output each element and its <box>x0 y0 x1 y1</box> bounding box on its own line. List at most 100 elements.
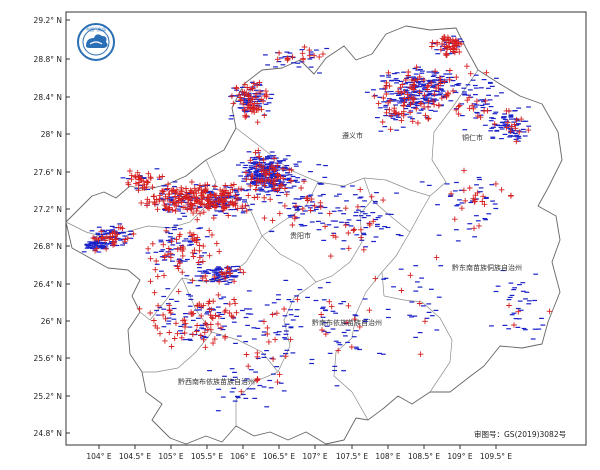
positive-strike-symbol <box>326 210 333 217</box>
positive-strike-symbol <box>190 210 196 216</box>
positive-strike-symbol <box>380 197 386 203</box>
positive-strike-symbol <box>448 191 454 197</box>
positive-strike-symbol <box>243 176 250 182</box>
positive-strike-symbol <box>260 157 267 163</box>
positive-strike-symbol <box>459 205 465 211</box>
positive-strike-symbol <box>171 202 178 208</box>
positive-strike-symbol <box>272 166 278 173</box>
positive-strike-symbol <box>192 200 198 207</box>
positive-strike-symbol <box>270 356 276 362</box>
positive-strike-symbol <box>483 69 490 76</box>
positive-strike-symbol <box>136 306 143 312</box>
positive-strike-symbol <box>299 50 306 57</box>
positive-strike-symbol <box>137 175 144 182</box>
positive-strike-symbol <box>450 45 456 52</box>
positive-strike-symbol <box>351 226 358 233</box>
positive-strike-symbol <box>253 182 260 189</box>
positive-strike-symbol <box>409 77 415 83</box>
positive-strike-symbol <box>355 204 361 210</box>
positive-strike-symbol <box>451 42 458 49</box>
positive-strike-symbol <box>194 216 200 223</box>
positive-strike-symbol <box>472 192 479 198</box>
positive-strike-symbol <box>164 185 171 192</box>
positive-strike-symbol <box>157 330 163 337</box>
positive-strike-symbol <box>335 347 341 354</box>
positive-strike-symbol <box>125 181 132 188</box>
positive-strike-symbol <box>441 34 447 40</box>
positive-strike-symbol <box>424 86 430 93</box>
positive-strike-symbol <box>222 182 229 189</box>
positive-strike-symbol <box>193 328 200 335</box>
positive-strike-symbol <box>410 96 417 103</box>
positive-strike-symbol <box>144 202 150 209</box>
positive-strike-symbol <box>210 315 216 322</box>
positive-strike-symbol <box>176 233 183 240</box>
positive-strike-symbol <box>202 189 208 195</box>
positive-strike-symbol <box>177 260 183 266</box>
positive-strike-symbol <box>320 51 326 57</box>
positive-strike-symbol <box>439 95 445 101</box>
positive-strike-symbol <box>446 77 453 83</box>
positive-strike-symbol <box>464 63 470 69</box>
positive-strike-symbol <box>152 323 159 329</box>
positive-strike-symbol <box>401 99 408 105</box>
positive-strike-symbol <box>453 74 460 80</box>
positive-strike-symbol <box>162 316 169 322</box>
positive-strike-symbol <box>147 310 153 316</box>
positive-strike-symbol <box>413 64 420 70</box>
positive-strike-symbol <box>466 94 472 101</box>
positive-strike-symbol <box>202 344 209 351</box>
positive-strike-symbol <box>171 199 177 205</box>
positive-strike-symbol <box>450 88 456 94</box>
positive-strike-symbol <box>221 205 227 211</box>
lon-tick-label: 106.5° E <box>263 452 296 461</box>
positive-strike-symbol <box>284 191 290 198</box>
positive-strike-symbol <box>409 85 415 91</box>
positive-strike-symbol <box>345 230 352 236</box>
positive-strike-symbol <box>151 289 158 296</box>
positive-strike-symbol <box>266 166 273 173</box>
positive-strike-symbol <box>254 376 261 382</box>
positive-strike-symbol <box>226 310 233 316</box>
positive-strike-symbol <box>416 89 423 95</box>
positive-strike-symbol <box>147 255 154 262</box>
positive-strike-symbol <box>425 98 432 104</box>
positive-strike-symbol <box>433 254 440 261</box>
positive-strike-symbol <box>196 185 203 191</box>
positive-strike-symbol <box>261 112 268 119</box>
positive-strike-symbol <box>162 194 169 200</box>
positive-strike-symbol <box>261 182 268 189</box>
positive-strike-symbol <box>179 335 185 341</box>
positive-strike-symbol <box>232 192 239 199</box>
lat-tick-label: 28.4° N <box>34 93 62 102</box>
positive-strike-symbol <box>415 120 421 126</box>
positive-strike-symbol <box>112 236 118 243</box>
positive-strike-symbol <box>209 232 215 238</box>
positive-strike-symbol <box>189 236 196 242</box>
positive-strike-symbol <box>345 303 352 309</box>
positive-strike-symbol <box>422 112 429 119</box>
positive-strike-symbol <box>455 103 462 110</box>
positive-strike-symbol <box>462 198 468 204</box>
lon-tick-label: 104° E <box>86 452 111 461</box>
positive-strike-symbol <box>254 119 261 125</box>
positive-strike-symbol <box>240 269 247 276</box>
positive-strike-symbol <box>155 303 161 309</box>
positive-strike-symbol <box>425 115 432 122</box>
positive-strike-symbol <box>132 173 138 180</box>
positive-strike-symbol <box>411 78 418 84</box>
lon-tick-label: 104.5° E <box>119 452 152 461</box>
positive-strike-symbol <box>272 336 278 343</box>
positive-strike-symbol <box>284 57 291 63</box>
positive-strike-symbol <box>403 77 409 83</box>
positive-strike-symbol <box>113 236 119 242</box>
positive-strike-symbol <box>233 309 240 316</box>
positive-strike-symbol <box>498 187 505 193</box>
positive-strike-symbol <box>92 248 98 254</box>
positive-strike-symbol <box>197 182 203 189</box>
positive-strike-symbol <box>166 245 172 252</box>
positive-strike-symbol <box>446 43 453 50</box>
positive-strike-symbol <box>229 186 236 193</box>
positive-strike-symbol <box>461 167 467 174</box>
